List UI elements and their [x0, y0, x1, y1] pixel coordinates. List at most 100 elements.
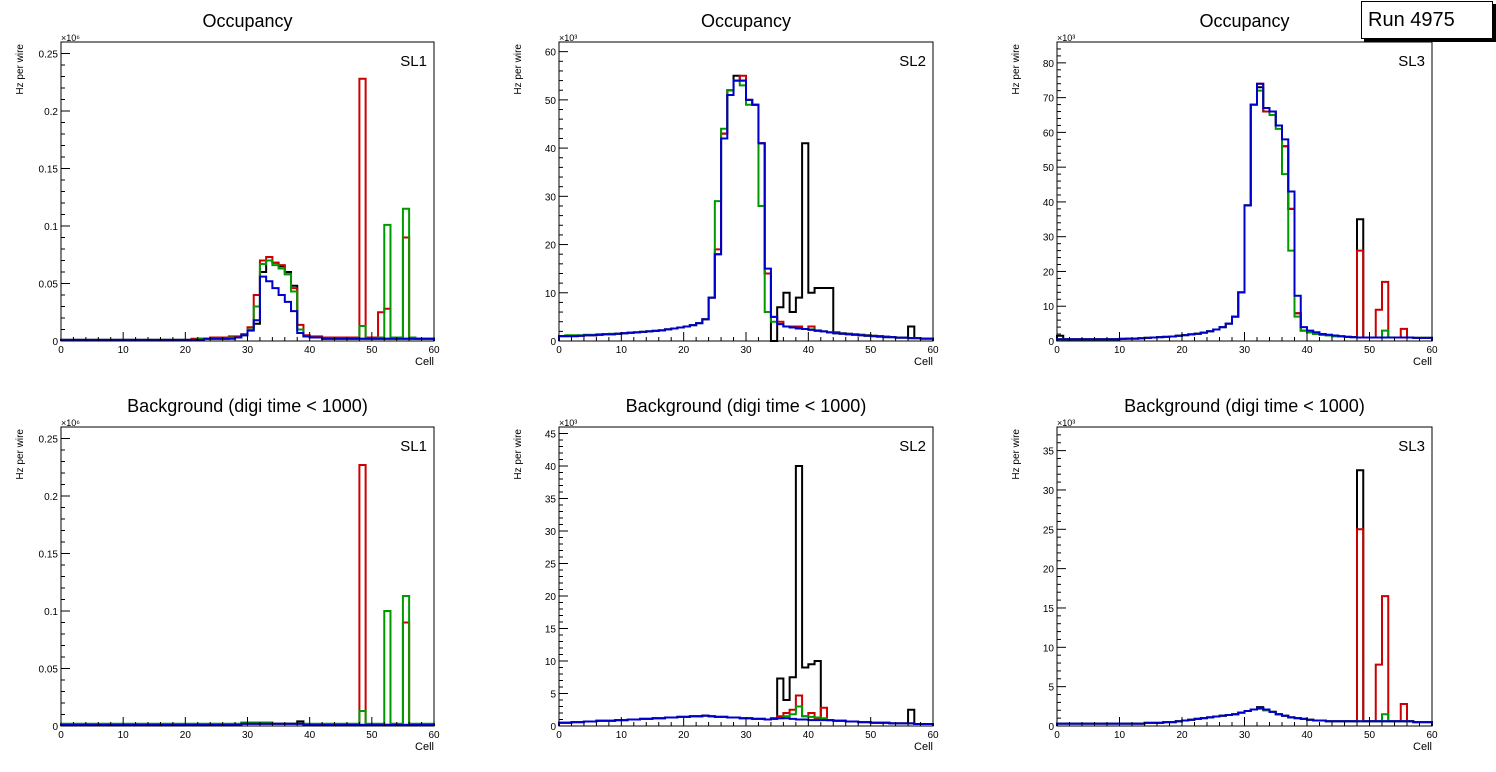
y-exponent-label: ×10³: [1057, 418, 1075, 428]
x-tick-label: 30: [1239, 345, 1251, 356]
y-tick-label: 0: [1048, 722, 1054, 733]
superlayer-label: SL2: [899, 438, 926, 455]
y-exponent-label: ×10⁶: [61, 418, 80, 428]
y-tick-label: 0: [52, 722, 58, 733]
x-axis-title: Cell: [415, 741, 434, 753]
x-axis-title: Cell: [914, 741, 933, 753]
y-tick-label: 0: [52, 337, 58, 348]
y-tick-label: 0: [1048, 337, 1054, 348]
y-tick-label: 80: [1043, 59, 1055, 70]
chart-title: Occupancy: [1199, 11, 1289, 31]
series-blue-line: [60, 275, 435, 341]
x-axis-title: Cell: [914, 356, 933, 368]
y-exponent-label: ×10³: [559, 33, 577, 43]
chart-bkg-sl3: 0 10 20 30 40 50 60 0 5 10 15 20 25 30 35 ×10³ Backgroun…: [1011, 396, 1438, 753]
y-tick-label: 30: [545, 527, 557, 538]
run-label-box: Run 4975: [1361, 1, 1493, 39]
y-tick-label: 40: [545, 144, 557, 155]
x-tick-label: 10: [616, 730, 628, 741]
y-axis-title: Hz per wire: [513, 44, 524, 95]
x-tick-label: 20: [678, 730, 690, 741]
chart-occ-sl2: 0 10 20 30 40 50 600102030405060×10³OccupancyS…: [513, 11, 939, 368]
x-axis-title: Cell: [415, 356, 434, 368]
x-tick-label: 0: [58, 345, 64, 356]
x-tick-label: 10: [118, 730, 130, 741]
x-tick-label: 40: [1301, 730, 1313, 741]
series-black-line: [558, 74, 934, 342]
y-tick-label: 30: [1043, 233, 1055, 244]
y-axis-title: Hz per wire: [1011, 429, 1022, 480]
x-axis-title: Cell: [1413, 356, 1432, 368]
x-tick-label: 20: [678, 345, 690, 356]
y-tick-label: 20: [545, 241, 557, 252]
y-axis-title: Hz per wire: [513, 429, 524, 480]
x-tick-label: 60: [428, 730, 440, 741]
superlayer-label: SL3: [1398, 438, 1425, 455]
y-tick-label: 30: [1043, 486, 1055, 497]
x-tick-label: 30: [740, 730, 752, 741]
y-tick-label: 25: [1043, 525, 1055, 536]
series-red-line: [60, 463, 435, 726]
series-black-line: [558, 465, 934, 726]
y-tick-label: 5: [1048, 683, 1054, 694]
x-tick-label: 50: [366, 730, 378, 741]
series-red-line: [60, 77, 435, 341]
superlayer-label: SL1: [400, 438, 427, 455]
y-tick-label: 10: [545, 657, 557, 668]
y-tick-label: 15: [545, 625, 557, 636]
x-tick-label: 20: [180, 730, 192, 741]
y-tick-label: 5: [550, 690, 556, 701]
y-axis-title: Hz per wire: [15, 44, 26, 95]
x-tick-label: 50: [1364, 345, 1376, 356]
y-tick-label: 10: [1043, 302, 1055, 313]
x-tick-label: 20: [1176, 345, 1188, 356]
y-tick-label: 15: [1043, 604, 1055, 615]
y-tick-label: 0.1: [44, 607, 58, 618]
chart-occ-sl3: 0 10 20 30 40 50 60 0 10 20 30 40 50 60 70 80 ×10³ Occupa…: [1011, 11, 1438, 368]
y-tick-label: 45: [545, 430, 557, 441]
y-exponent-label: ×10³: [559, 418, 577, 428]
y-tick-label: 0.25: [39, 435, 59, 446]
y-tick-label: 60: [545, 48, 557, 59]
y-exponent-label: ×10³: [1057, 33, 1075, 43]
x-tick-label: 40: [304, 730, 316, 741]
chart-occ-sl1: 0 10 20 30 40 50 60 0 0.05 0.1 0.15 0.2 0.25×10⁶ Occu…: [15, 11, 440, 368]
y-tick-label: 20: [1043, 565, 1055, 576]
y-tick-label: 0.2: [44, 107, 58, 118]
x-tick-label: 60: [1426, 345, 1438, 356]
chart-title: Occupancy: [701, 11, 791, 31]
x-tick-label: 10: [118, 345, 130, 356]
x-tick-label: 10: [616, 345, 628, 356]
y-tick-label: 25: [545, 560, 557, 571]
y-tick-label: 0: [550, 722, 556, 733]
plot-frame: [558, 426, 934, 727]
x-tick-label: 30: [242, 730, 254, 741]
y-tick-label: 20: [1043, 267, 1055, 278]
y-axis-title: Hz per wire: [1011, 44, 1022, 95]
x-tick-label: 20: [1176, 730, 1188, 741]
x-tick-label: 10: [1114, 730, 1126, 741]
x-tick-label: 40: [304, 345, 316, 356]
x-tick-label: 30: [242, 345, 254, 356]
plot-frame: [60, 426, 435, 727]
superlayer-label: SL1: [400, 53, 427, 70]
y-tick-label: 20: [545, 592, 557, 603]
x-tick-label: 50: [1364, 730, 1376, 741]
y-tick-label: 0.25: [39, 50, 59, 61]
superlayer-label: SL2: [899, 53, 926, 70]
series-blue-line: [558, 79, 934, 341]
chart-title: Background (digi time < 1000): [1124, 396, 1365, 416]
chart-bkg-sl2: 0 10 20 30 40 50 60 0 5 10 15 20 25 30 35 40 45×10³ Backg…: [513, 396, 939, 753]
series-green-line: [60, 595, 435, 726]
y-axis-title: Hz per wire: [15, 429, 26, 480]
y-tick-label: 0.05: [39, 665, 59, 676]
x-axis-title: Cell: [1413, 741, 1432, 753]
y-tick-label: 10: [1043, 643, 1055, 654]
y-tick-label: 40: [545, 462, 557, 473]
y-tick-label: 60: [1043, 128, 1055, 139]
chart-bkg-sl1: 0 10 20 30 40 50 60 0 0.05 0.1 0.15 0.2 0.25×10⁶ Back…: [15, 396, 440, 753]
x-tick-label: 10: [1114, 345, 1126, 356]
x-tick-label: 40: [803, 730, 815, 741]
x-tick-label: 50: [865, 345, 877, 356]
